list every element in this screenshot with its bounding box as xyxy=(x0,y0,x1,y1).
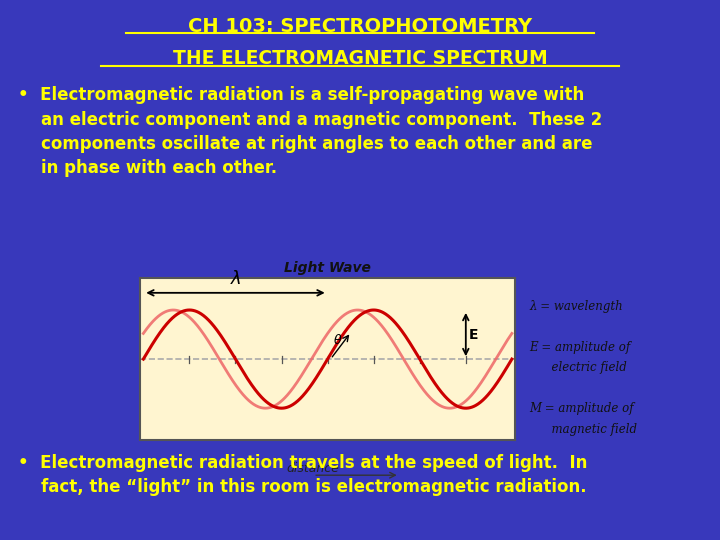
Text: $\theta$: $\theta$ xyxy=(333,333,343,347)
Text: E = amplitude of: E = amplitude of xyxy=(529,341,631,354)
Text: distance: distance xyxy=(287,462,340,475)
Text: magnetic field: magnetic field xyxy=(529,423,637,436)
Text: electric field: electric field xyxy=(529,361,627,374)
Text: CH 103: SPECTROPHOTOMETRY: CH 103: SPECTROPHOTOMETRY xyxy=(188,17,532,36)
Text: E: E xyxy=(469,328,478,342)
Text: Light Wave: Light Wave xyxy=(284,261,371,275)
Text: THE ELECTROMAGNETIC SPECTRUM: THE ELECTROMAGNETIC SPECTRUM xyxy=(173,49,547,68)
Text: •  Electromagnetic radiation travels at the speed of light.  In
    fact, the “l: • Electromagnetic radiation travels at t… xyxy=(18,454,588,496)
Text: M = amplitude of: M = amplitude of xyxy=(529,402,634,415)
Text: λ = wavelength: λ = wavelength xyxy=(529,300,623,313)
Text: $\lambda$: $\lambda$ xyxy=(230,270,241,288)
Text: •  Electromagnetic radiation is a self-propagating wave with
    an electric com: • Electromagnetic radiation is a self-pr… xyxy=(18,86,602,177)
